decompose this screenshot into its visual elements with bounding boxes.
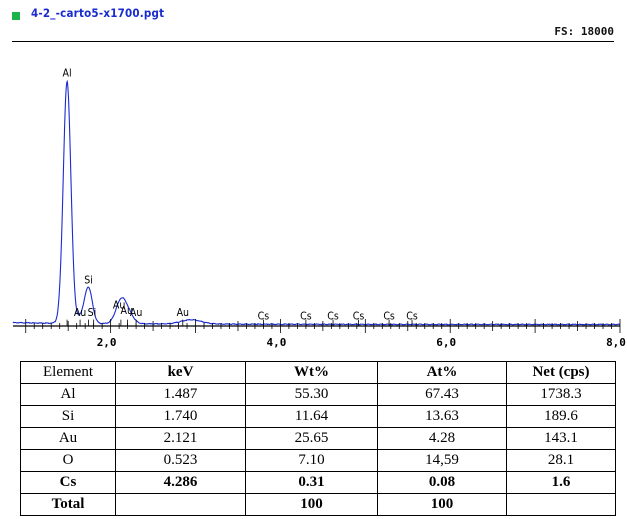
x-tick-label: 2,0 (97, 336, 117, 349)
table-cell: 55.30 (245, 383, 378, 406)
x-tick-label: 8,0 (606, 336, 626, 349)
table-cell: 100 (377, 493, 507, 516)
table-cell: Total (20, 493, 116, 516)
table-row: Total 100 100 (20, 493, 616, 516)
peak-label: Au (177, 307, 189, 319)
legend-swatch (12, 12, 20, 20)
table-row: Si 1.740 11.64 13.63 189.6 (20, 405, 616, 428)
header-divider (12, 41, 614, 42)
peak-label: Cs (258, 310, 270, 322)
table-cell: 1738.3 (506, 383, 616, 406)
table-cell: 2.121 (115, 427, 246, 450)
table-cell: 100 (245, 493, 378, 516)
table-cell: 14,59 (377, 449, 507, 472)
table-row: O 0.523 7.10 14,59 28.1 (20, 449, 616, 472)
peak-label: Si (88, 307, 97, 319)
peak-label: Au (74, 307, 86, 319)
peak-label: Al (63, 67, 72, 79)
table-cell: 0.31 (245, 471, 378, 494)
table-cell: 67.43 (377, 383, 507, 406)
quantification-table: Element keV Wt% At% Net (cps) Al 1.487 55.30 67… (20, 361, 616, 516)
full-scale-label: FS: 18000 (554, 25, 614, 38)
peak-label: Si (84, 274, 93, 286)
peak-label: Cs (406, 310, 418, 322)
table-cell: 1.6 (506, 471, 616, 494)
spectrum-line (12, 79, 621, 326)
table-cell (506, 493, 616, 516)
table-cell: 13.63 (377, 405, 507, 428)
table-cell: Si (20, 405, 116, 428)
peak-label: Cs (383, 310, 395, 322)
table-cell: 25.65 (245, 427, 378, 450)
table-cell: 4.28 (377, 427, 507, 450)
table-row: Au 2.121 25.65 4.28 143.1 (20, 427, 616, 450)
table-cell: 143.1 (506, 427, 616, 450)
table-cell: 0.523 (115, 449, 246, 472)
peak-label: Cs (353, 310, 365, 322)
table-cell: 1.487 (115, 383, 246, 406)
column-header: At% (377, 361, 507, 384)
spectrum-header: 4-2_-carto5-x1700.pgt FS: 18000 (0, 0, 627, 45)
column-header: keV (115, 361, 246, 384)
column-header: Element (20, 361, 116, 384)
table-cell: Au (20, 427, 116, 450)
peak-label: Au (113, 299, 125, 311)
peak-label: Cs (300, 310, 312, 322)
table-cell: Cs (20, 471, 116, 494)
peak-label: Au (121, 305, 133, 317)
table-cell: 11.64 (245, 405, 378, 428)
table-cell: O (20, 449, 116, 472)
table-cell: 28.1 (506, 449, 616, 472)
column-header: Net (cps) (506, 361, 616, 384)
table-row: Al 1.487 55.30 67.43 1738.3 (20, 383, 616, 406)
table-cell: 4.286 (115, 471, 246, 494)
peak-label: Au (130, 307, 142, 319)
table-row: Cs 4.286 0.31 0.08 1.6 (20, 471, 616, 494)
table-cell: 189.6 (506, 405, 616, 428)
table-cell: 1.740 (115, 405, 246, 428)
table-cell: 0.08 (377, 471, 507, 494)
file-title: 4-2_-carto5-x1700.pgt (31, 6, 165, 20)
x-tick-label: 6,0 (436, 336, 456, 349)
table-cell (115, 493, 246, 516)
peak-label: Cs (327, 310, 339, 322)
column-header: Wt% (245, 361, 378, 384)
table-header-row: Element keV Wt% At% Net (cps) (20, 361, 616, 384)
table-cell: Al (20, 383, 116, 406)
x-tick-label: 4,0 (266, 336, 286, 349)
table-cell: 7.10 (245, 449, 378, 472)
